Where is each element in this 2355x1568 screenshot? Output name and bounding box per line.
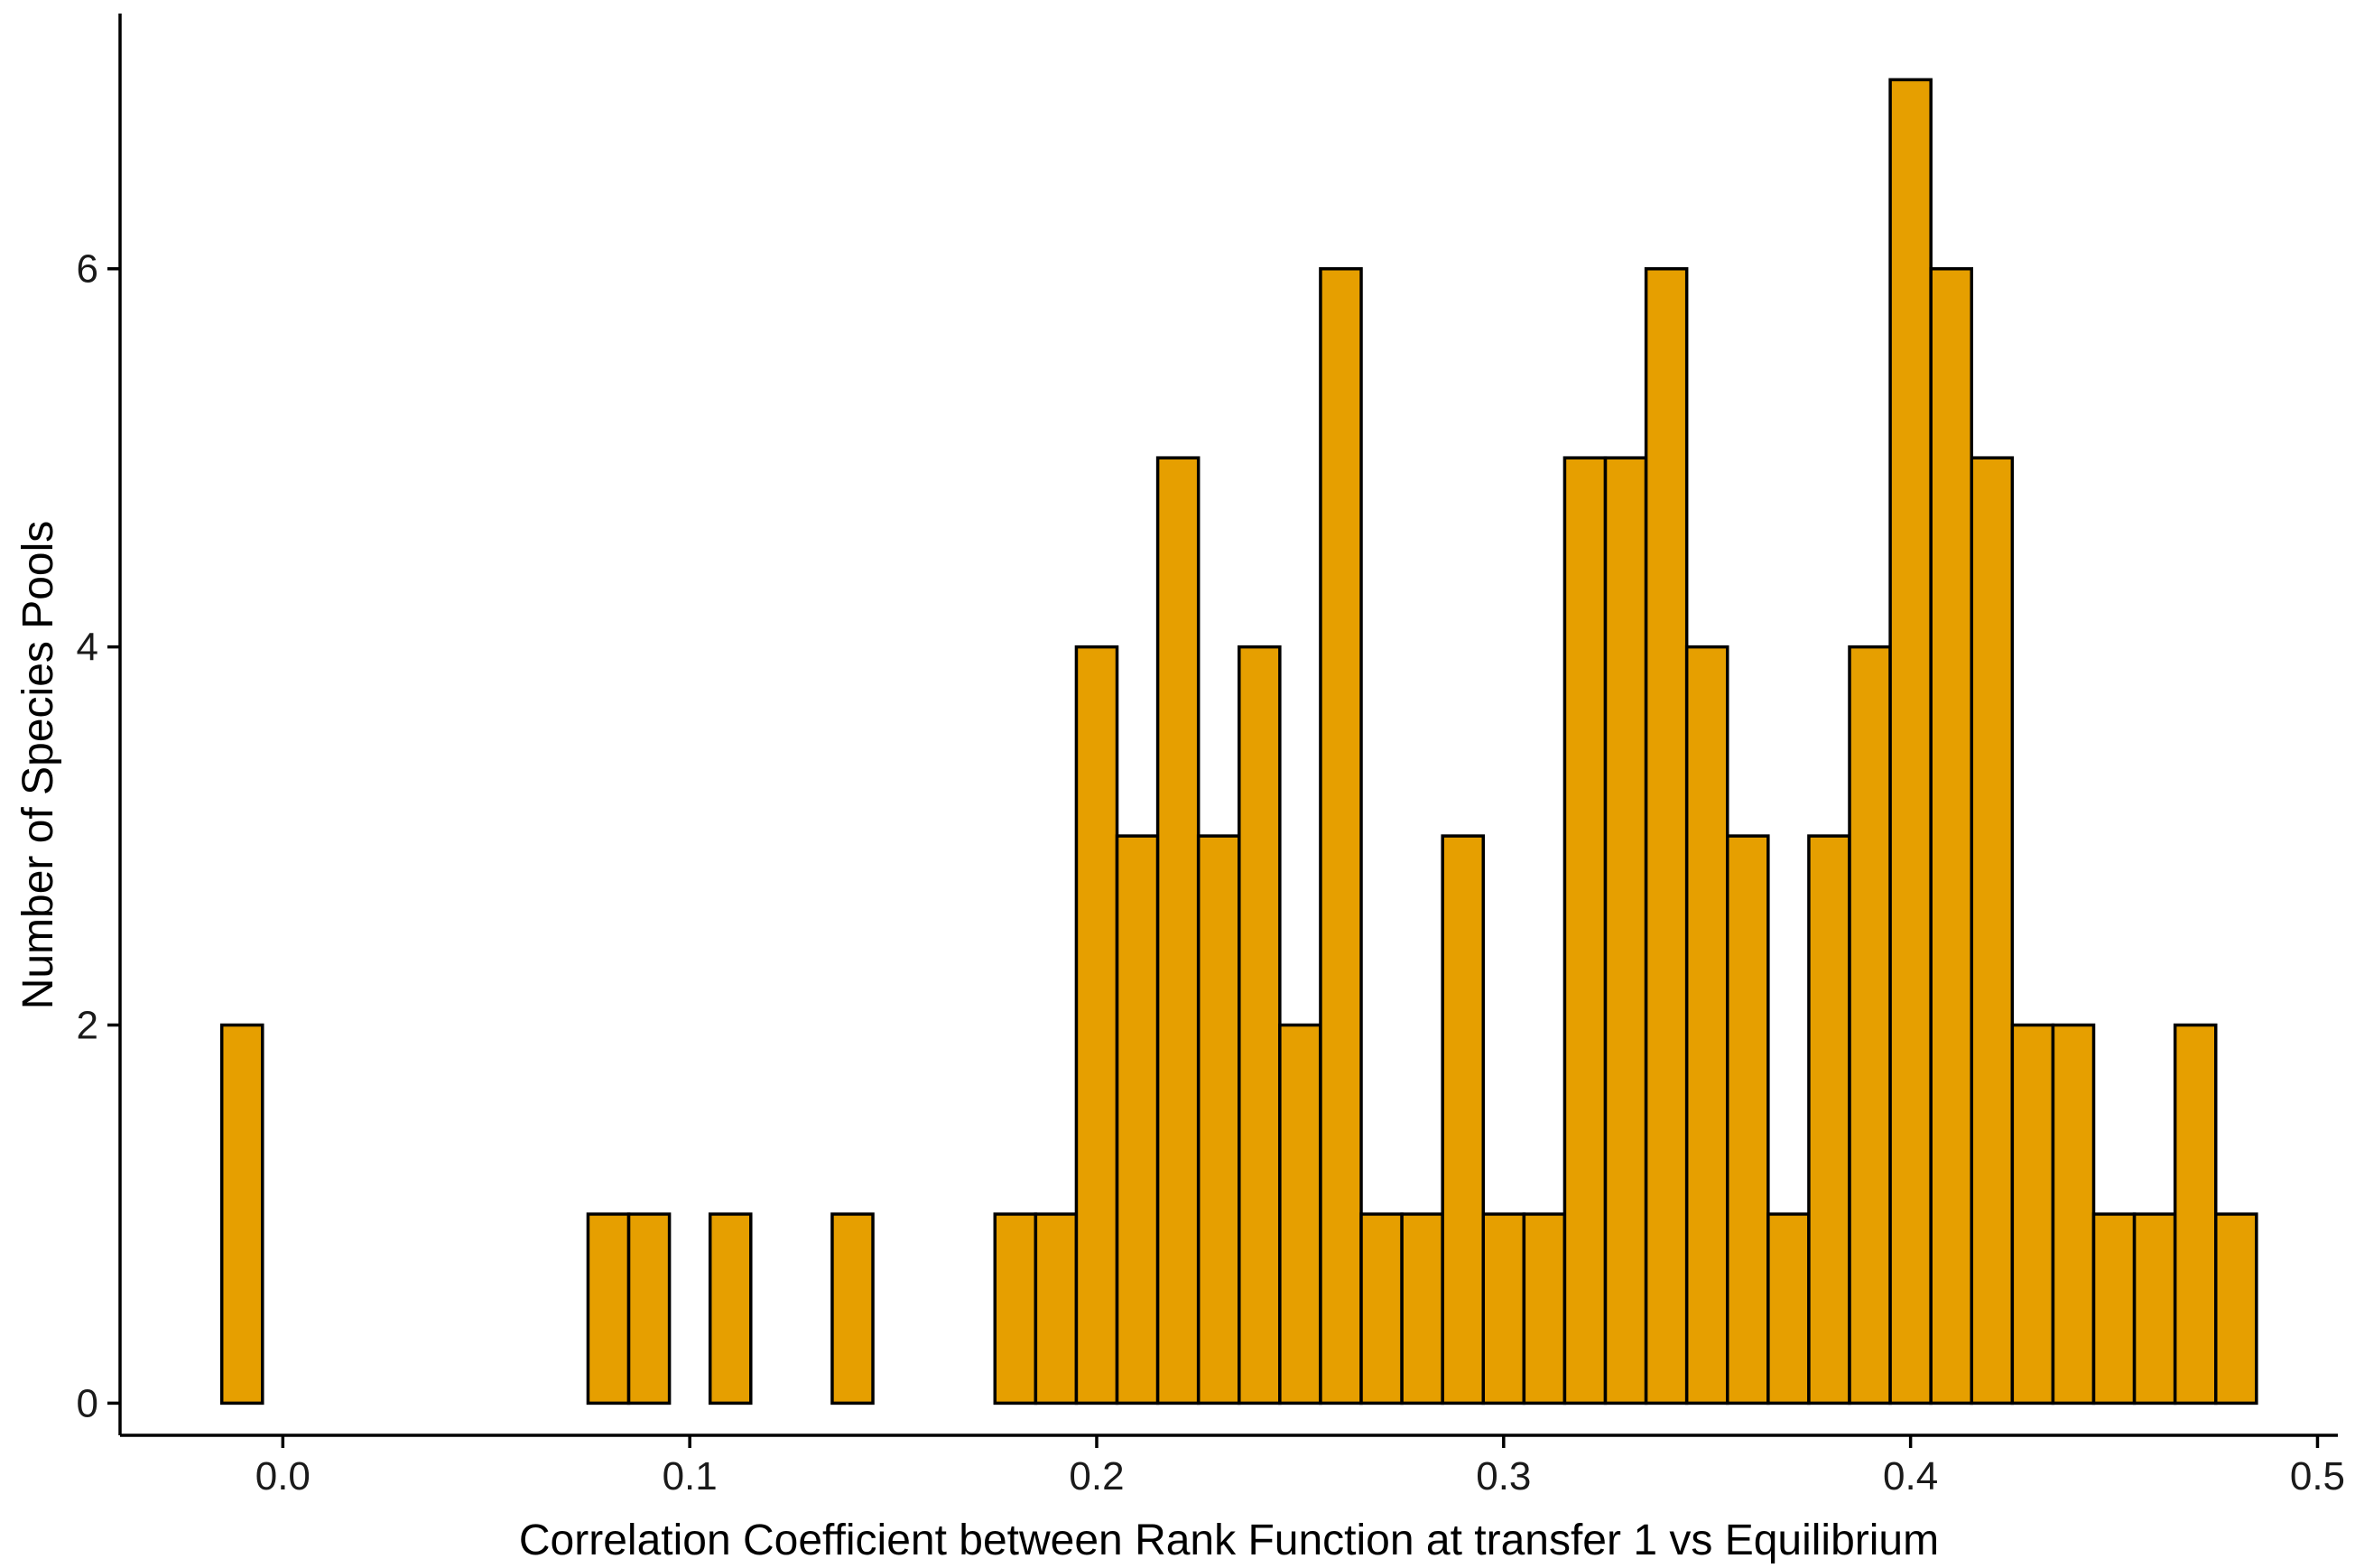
histogram-bar — [2091, 1212, 2137, 1406]
histogram-bar — [830, 1212, 875, 1406]
histogram-bar — [1522, 1212, 1567, 1406]
histogram-bar — [1359, 1212, 1404, 1406]
histogram-bar — [1278, 1023, 1322, 1406]
histogram-bar — [2051, 1023, 2096, 1406]
histogram-bar — [993, 1212, 1038, 1406]
x-tick-label: 0.4 — [1883, 1454, 1938, 1498]
histogram-bar — [1562, 456, 1608, 1406]
x-axis-title: Correlation Coefficient between Rank Fun… — [519, 1517, 1939, 1564]
y-tick-label: 4 — [77, 626, 98, 670]
histogram-bar — [1481, 1212, 1526, 1406]
histogram-bar — [1196, 834, 1241, 1406]
y-axis-title: Number of Species Pools — [14, 521, 62, 1010]
histogram-bar — [1766, 1212, 1811, 1406]
histogram-bar — [1644, 266, 1689, 1406]
x-tick-label: 0.3 — [1476, 1454, 1531, 1498]
histogram-bar — [708, 1212, 753, 1406]
histogram-bar — [1684, 645, 1729, 1406]
histogram-bar — [586, 1212, 631, 1406]
x-ticks-layer: 0.0 0.1 0.2 0.3 0.4 0.5 — [255, 1435, 2345, 1498]
histogram-bar — [1603, 456, 1648, 1406]
histogram-bar — [1074, 645, 1119, 1406]
histogram-bar — [2132, 1212, 2177, 1406]
histogram-bar — [1970, 456, 2015, 1406]
y-tick-label: 2 — [77, 1004, 98, 1048]
x-tick-label: 0.1 — [663, 1454, 718, 1498]
histogram-bar — [626, 1212, 672, 1406]
histogram-bar — [219, 1023, 264, 1406]
histogram-bar — [2214, 1212, 2258, 1406]
x-tick-label: 0.5 — [2290, 1454, 2345, 1498]
histogram-bar — [1807, 834, 1851, 1406]
histogram-bar — [2173, 1023, 2218, 1406]
x-tick-label: 0.0 — [255, 1454, 311, 1498]
histogram-bar — [1726, 834, 1770, 1406]
histogram-bar — [1155, 456, 1201, 1406]
histogram-bar — [1888, 78, 1933, 1406]
histogram-bar — [2010, 1023, 2055, 1406]
histogram-bar — [1115, 834, 1160, 1406]
histogram-bar — [1929, 266, 1974, 1406]
histogram-bar — [1848, 645, 1892, 1406]
histogram-bar — [1034, 1212, 1079, 1406]
histogram-bar — [1319, 266, 1363, 1406]
x-tick-label: 0.2 — [1069, 1454, 1124, 1498]
y-tick-label: 0 — [77, 1381, 98, 1425]
histogram-bar — [1400, 1212, 1444, 1406]
bars-layer — [219, 78, 2258, 1406]
histogram-bar — [1441, 834, 1486, 1406]
axes-layer — [118, 14, 2338, 1437]
histogram-bar — [1238, 645, 1282, 1406]
y-tick-label: 6 — [77, 247, 98, 292]
y-ticks-layer: 0 2 4 6 — [77, 247, 120, 1425]
